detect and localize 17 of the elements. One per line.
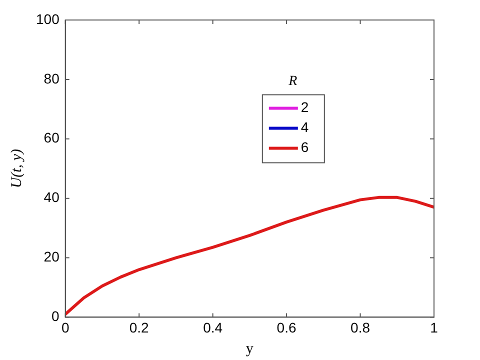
x-tick-label: 1 bbox=[430, 319, 438, 336]
y-tick-label: 60 bbox=[44, 130, 60, 146]
legend-label: 2 bbox=[300, 99, 309, 116]
y-axis-title: U(t, y) bbox=[8, 149, 25, 188]
x-tick-label: 0.8 bbox=[350, 319, 370, 336]
y-tick-label: 20 bbox=[44, 248, 60, 265]
y-tick-label: 0 bbox=[52, 308, 60, 324]
x-tick-label: 0.4 bbox=[203, 319, 223, 336]
y-tick-label: 40 bbox=[44, 189, 60, 206]
x-axis-title: y bbox=[246, 340, 254, 357]
x-tick-label: 0.2 bbox=[129, 319, 150, 336]
legend-label: 4 bbox=[300, 119, 309, 136]
x-tick-label: 0.6 bbox=[276, 319, 296, 336]
y-tick-label: 100 bbox=[36, 10, 60, 27]
y-tick-label: 80 bbox=[44, 70, 60, 86]
legend-label: 6 bbox=[300, 139, 309, 156]
legend-title: R bbox=[288, 74, 298, 89]
